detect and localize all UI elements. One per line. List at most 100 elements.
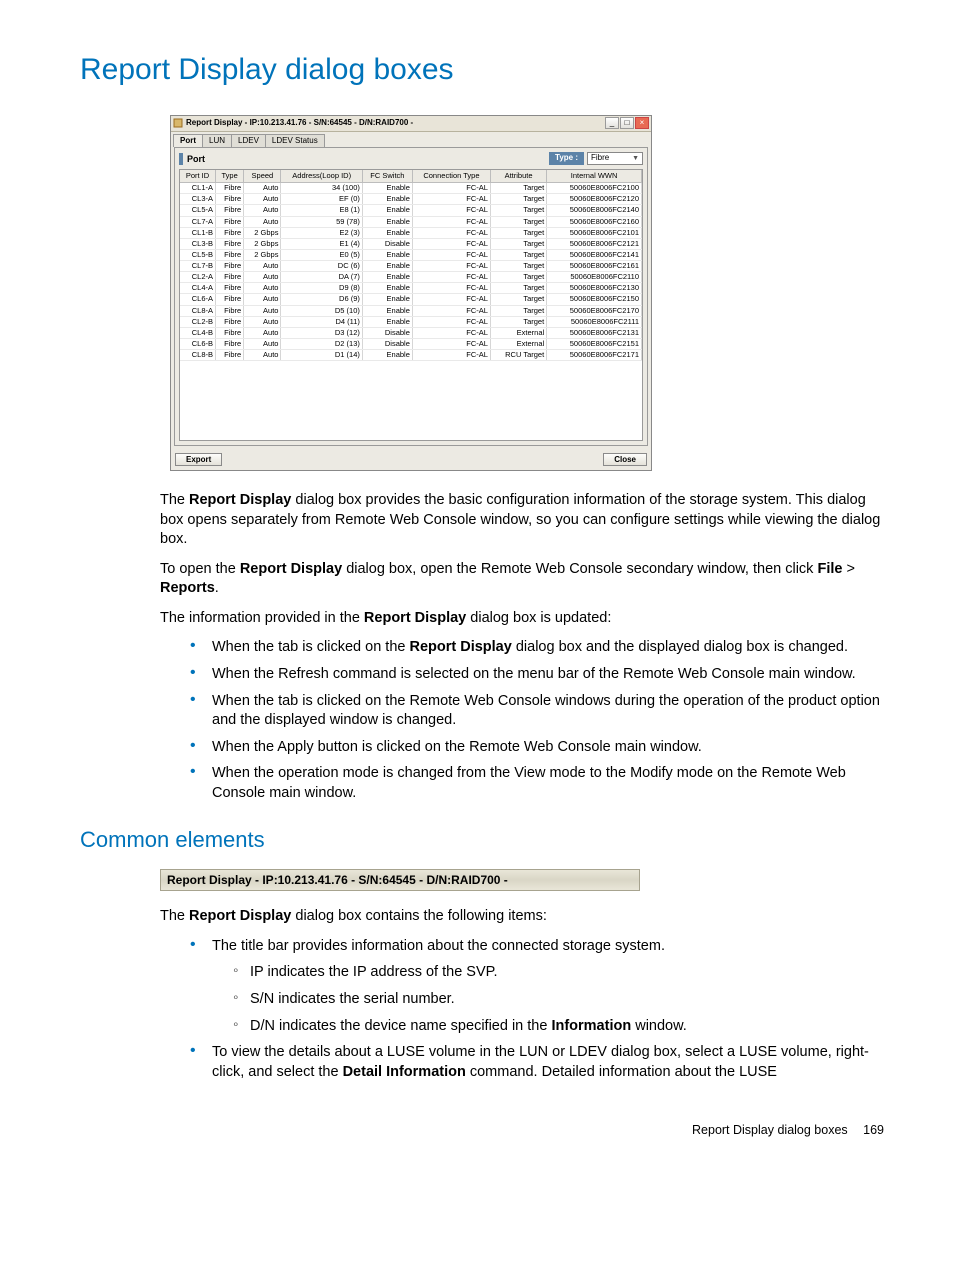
close-button[interactable]: × (635, 117, 649, 129)
table-cell: D5 (10) (281, 305, 362, 316)
page-footer: Report Display dialog boxes 169 (80, 1122, 884, 1139)
table-row[interactable]: CL5-BFibre2 GbpsE0 (5)EnableFC-ALTarget5… (180, 249, 642, 260)
table-cell: CL5-A (180, 205, 216, 216)
table-row[interactable]: CL6-BFibreAutoD2 (13)DisableFC-ALExterna… (180, 338, 642, 349)
table-cell: Fibre (216, 261, 244, 272)
table-row[interactable]: CL1-BFibre2 GbpsE2 (3)EnableFC-ALTarget5… (180, 227, 642, 238)
list-item: D/N indicates the device name specified … (232, 1017, 884, 1037)
page-number: 169 (863, 1123, 884, 1137)
minimize-button[interactable]: _ (605, 117, 619, 129)
table-cell: FC-AL (412, 327, 490, 338)
table-cell: Fibre (216, 194, 244, 205)
list-item: When the Apply button is clicked on the … (190, 738, 884, 758)
table-cell: FC-AL (412, 283, 490, 294)
table-row[interactable]: CL3-AFibreAutoEF (0)EnableFC-ALTarget500… (180, 194, 642, 205)
list-item: S/N indicates the serial number. (232, 990, 884, 1010)
table-cell: Target (490, 205, 546, 216)
table-cell: Enable (362, 249, 412, 260)
table-cell: Auto (244, 216, 281, 227)
table-cell: External (490, 338, 546, 349)
table-row[interactable]: CL2-BFibreAutoD4 (11)EnableFC-ALTarget50… (180, 316, 642, 327)
paragraph-2: To open the Report Display dialog box, o… (160, 560, 884, 599)
column-header[interactable]: FC Switch (362, 170, 412, 183)
table-cell: CL4-B (180, 327, 216, 338)
table-cell: D1 (14) (281, 350, 362, 361)
report-display-dialog: Report Display - IP:10.213.41.76 - S/N:6… (170, 115, 652, 472)
tab-ldev[interactable]: LDEV (231, 134, 266, 148)
table-cell: Target (490, 249, 546, 260)
table-row[interactable]: CL5-AFibreAutoE8 (1)EnableFC-ALTarget500… (180, 205, 642, 216)
column-header[interactable]: Port ID (180, 170, 216, 183)
table-cell: Auto (244, 183, 281, 194)
table-row[interactable]: CL2-AFibreAutoDA (7)EnableFC-ALTarget500… (180, 272, 642, 283)
tab-ldev-status[interactable]: LDEV Status (265, 134, 325, 148)
table-cell: Target (490, 216, 546, 227)
table-cell: CL8-B (180, 350, 216, 361)
chevron-down-icon: ▼ (632, 154, 639, 163)
tab-lun[interactable]: LUN (202, 134, 232, 148)
table-cell: 50060E8006FC2151 (547, 338, 642, 349)
dialog-footer: Export Close (171, 449, 651, 470)
table-row[interactable]: CL8-BFibreAutoD1 (14)EnableFC-ALRCU Targ… (180, 350, 642, 361)
table-cell: Fibre (216, 249, 244, 260)
table-row[interactable]: CL6-AFibreAutoD6 (9)EnableFC-ALTarget500… (180, 294, 642, 305)
column-header[interactable]: Attribute (490, 170, 546, 183)
table-cell: Fibre (216, 350, 244, 361)
table-cell: Disable (362, 338, 412, 349)
common-items-list: The title bar provides information about… (190, 937, 884, 1082)
table-cell: 50060E8006FC2131 (547, 327, 642, 338)
table-cell: Auto (244, 305, 281, 316)
table-cell: Target (490, 316, 546, 327)
table-row[interactable]: CL4-AFibreAutoD9 (8)EnableFC-ALTarget500… (180, 283, 642, 294)
dialog-screenshot: Report Display - IP:10.213.41.76 - S/N:6… (170, 115, 884, 472)
column-header[interactable]: Speed (244, 170, 281, 183)
column-header[interactable]: Internal WWN (547, 170, 642, 183)
table-cell: Auto (244, 338, 281, 349)
table-cell: 50060E8006FC2171 (547, 350, 642, 361)
table-cell: D6 (9) (281, 294, 362, 305)
table-cell: Disable (362, 238, 412, 249)
table-cell: Auto (244, 294, 281, 305)
tab-port[interactable]: Port (173, 134, 203, 148)
paragraph-3: The information provided in the Report D… (160, 609, 884, 629)
table-cell: 50060E8006FC2161 (547, 261, 642, 272)
table-cell: CL2-B (180, 316, 216, 327)
table-cell: Fibre (216, 216, 244, 227)
table-row[interactable]: CL7-AFibreAuto59 (78)EnableFC-ALTarget50… (180, 216, 642, 227)
table-cell: 50060E8006FC2120 (547, 194, 642, 205)
type-select[interactable]: Fibre ▼ (587, 152, 643, 165)
table-row[interactable]: CL8-AFibreAutoD5 (10)EnableFC-ALTarget50… (180, 305, 642, 316)
column-header[interactable]: Address(Loop ID) (281, 170, 362, 183)
list-item: When the Refresh command is selected on … (190, 665, 884, 685)
table-cell: E0 (5) (281, 249, 362, 260)
table-cell: D4 (11) (281, 316, 362, 327)
export-button[interactable]: Export (175, 453, 222, 466)
table-row[interactable]: CL7-BFibreAutoDC (6)EnableFC-ALTarget500… (180, 261, 642, 272)
table-cell: Disable (362, 327, 412, 338)
table-cell: 50060E8006FC2110 (547, 272, 642, 283)
table-cell: Fibre (216, 183, 244, 194)
dialog-title-text: Report Display - IP:10.213.41.76 - S/N:6… (186, 118, 413, 129)
table-cell: FC-AL (412, 272, 490, 283)
dialog-close-button[interactable]: Close (603, 453, 647, 466)
maximize-button[interactable]: □ (620, 117, 634, 129)
update-conditions-list: When the tab is clicked on the Report Di… (190, 638, 884, 803)
table-cell: Target (490, 294, 546, 305)
table-cell: 34 (100) (281, 183, 362, 194)
list-item: The title bar provides information about… (190, 937, 884, 1036)
column-header[interactable]: Type (216, 170, 244, 183)
table-row[interactable]: CL1-AFibreAuto34 (100)EnableFC-ALTarget5… (180, 183, 642, 194)
table-cell: CL5-B (180, 249, 216, 260)
column-header[interactable]: Connection Type (412, 170, 490, 183)
table-cell: Target (490, 272, 546, 283)
table-cell: 50060E8006FC2141 (547, 249, 642, 260)
table-row[interactable]: CL3-BFibre2 GbpsE1 (4)DisableFC-ALTarget… (180, 238, 642, 249)
table-cell: Target (490, 261, 546, 272)
table-cell: 50060E8006FC2121 (547, 238, 642, 249)
table-row[interactable]: CL4-BFibreAutoD3 (12)DisableFC-ALExterna… (180, 327, 642, 338)
table-cell: Auto (244, 205, 281, 216)
table-cell: Auto (244, 272, 281, 283)
paragraph-1: The Report Display dialog box provides t… (160, 491, 884, 550)
list-item: When the tab is clicked on the Remote We… (190, 692, 884, 731)
table-cell: FC-AL (412, 338, 490, 349)
